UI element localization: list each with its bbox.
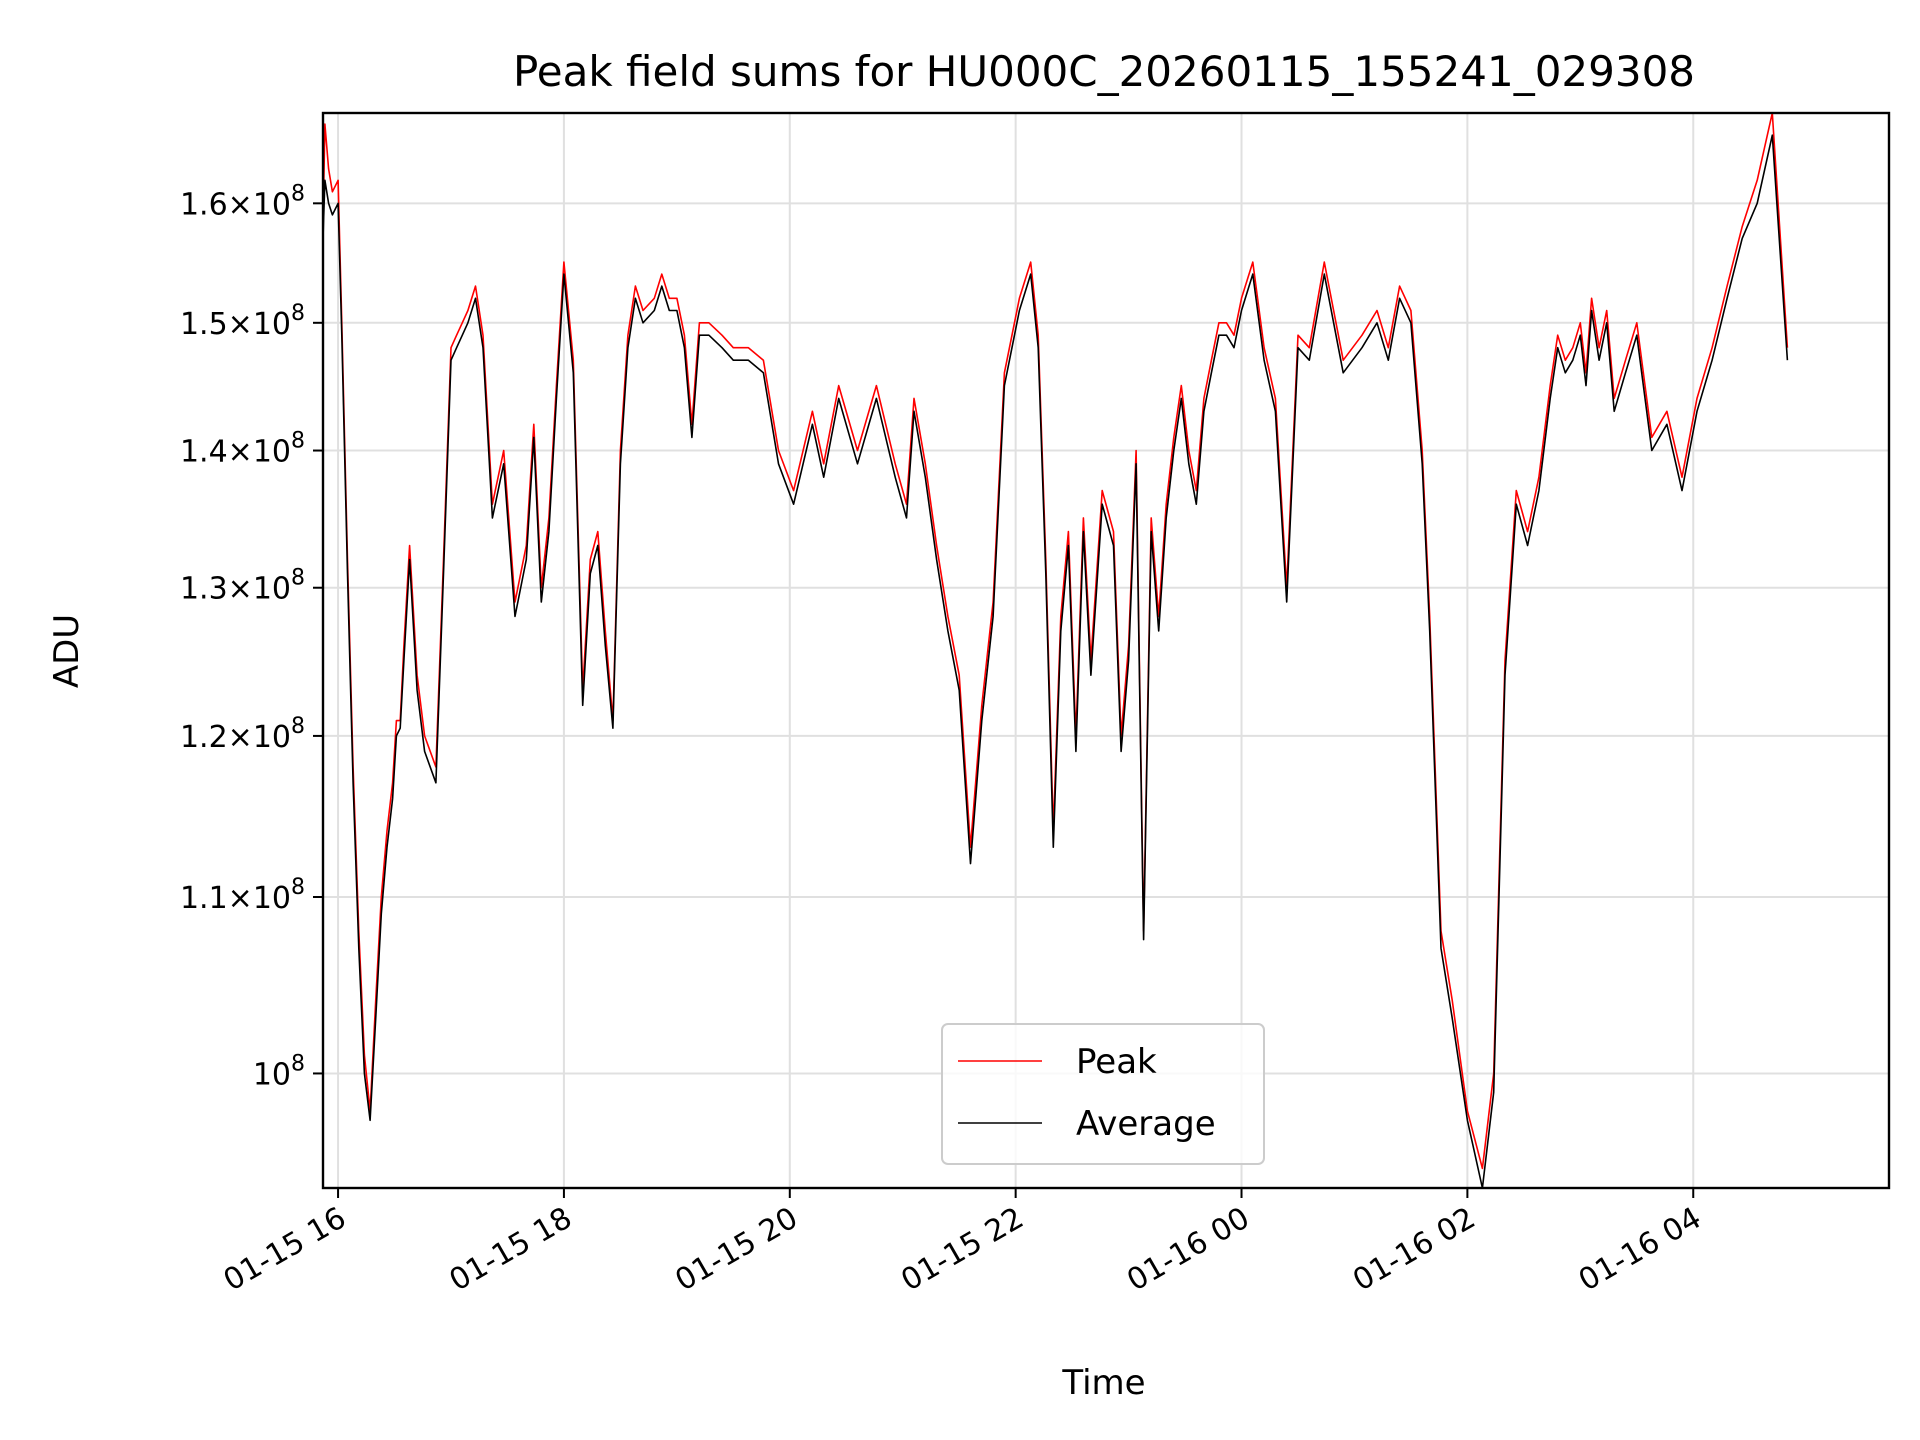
legend-label: Average xyxy=(1076,1104,1216,1144)
chart-title: Peak field sums for HU000C_20260115_1552… xyxy=(513,47,1695,96)
series-layer xyxy=(322,112,1789,1189)
legend-box xyxy=(941,1023,1265,1165)
y-tick-label: 1.4×108 xyxy=(180,429,305,470)
series-line-average xyxy=(322,134,1789,1189)
legend: Peak Average xyxy=(941,1023,1265,1165)
x-axis-title: Time xyxy=(1061,1363,1145,1403)
y-tick-label: 108 xyxy=(253,1051,305,1092)
y-tick-label: 1.2×108 xyxy=(180,714,305,755)
y-axis: 108 1.1×108 1.2×108 1.3×108 1.4×108 1.5×108 1.… xyxy=(180,181,323,1092)
y-tick-label: 1.6×108 xyxy=(180,181,305,222)
y-tick-label: 1.1×108 xyxy=(180,875,305,916)
y-axis-title: ADU xyxy=(47,614,87,688)
y-tick-label: 1.3×108 xyxy=(180,566,305,607)
y-tick-label: 1.5×108 xyxy=(180,301,305,342)
legend-label: Peak xyxy=(1076,1042,1157,1082)
grid xyxy=(323,113,1889,1188)
plot-frame xyxy=(321,111,1891,1190)
